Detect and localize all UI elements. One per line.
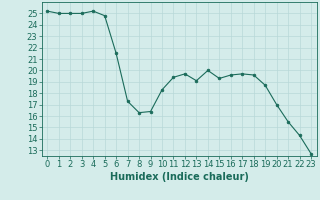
X-axis label: Humidex (Indice chaleur): Humidex (Indice chaleur) bbox=[110, 172, 249, 182]
